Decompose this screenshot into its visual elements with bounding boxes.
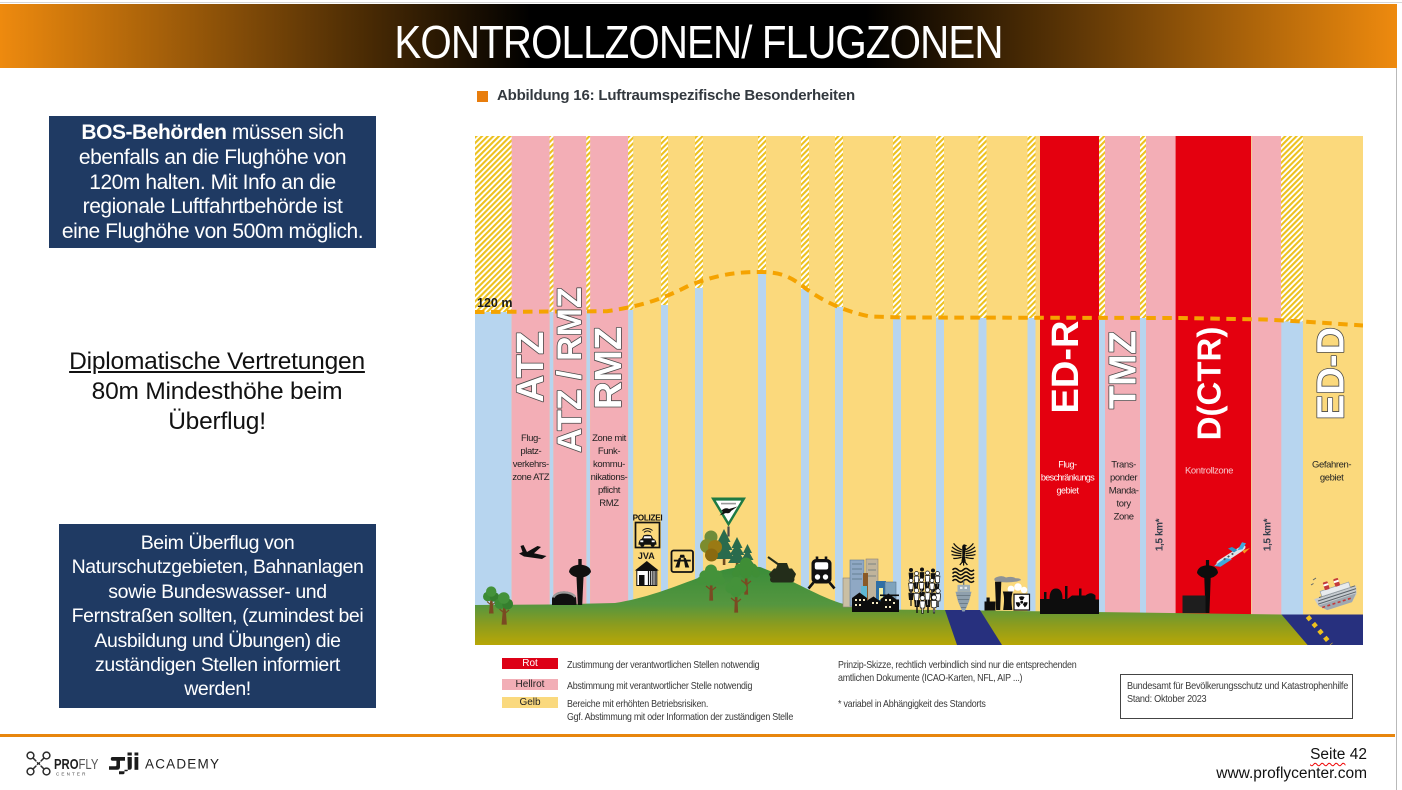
svg-text:Gefahren-: Gefahren-: [1312, 460, 1351, 471]
svg-text:verkehrs-: verkehrs-: [513, 459, 549, 470]
svg-text:ED-D: ED-D: [1311, 327, 1353, 420]
svg-text:D(CTR): D(CTR): [1191, 327, 1228, 441]
svg-text:Zone: Zone: [1114, 512, 1134, 523]
svg-text:ACADEMY: ACADEMY: [145, 757, 220, 772]
svg-text:Flug-: Flug-: [521, 433, 541, 444]
svg-text:platz-: platz-: [520, 446, 541, 457]
svg-text:Kontrollzone: Kontrollzone: [1185, 466, 1233, 477]
svg-text:gebiet: gebiet: [1320, 473, 1344, 484]
svg-text:tory: tory: [1116, 499, 1131, 510]
svg-text:RMZ: RMZ: [588, 327, 630, 409]
svg-text:Trans-: Trans-: [1111, 460, 1136, 471]
svg-text:Zone mit: Zone mit: [592, 433, 627, 444]
svg-text:TMZ: TMZ: [1103, 331, 1145, 409]
svg-text:beschränkungs: beschränkungs: [1041, 473, 1095, 483]
svg-text:POLIZEI: POLIZEI: [633, 514, 663, 523]
svg-text:zone ATZ: zone ATZ: [512, 472, 549, 483]
svg-text:Flug-: Flug-: [1058, 460, 1077, 470]
svg-text:kommu-: kommu-: [593, 459, 625, 470]
svg-text:PROFLY: PROFLY: [54, 756, 99, 773]
svg-text:120 m: 120 m: [477, 296, 512, 310]
svg-text:1,5 km*: 1,5 km*: [1155, 518, 1166, 551]
svg-text:RMZ: RMZ: [599, 498, 619, 509]
svg-text:nikations-: nikations-: [591, 472, 628, 483]
svg-text:ATZ: ATZ: [510, 331, 552, 402]
svg-text:ED-R: ED-R: [1045, 321, 1087, 414]
svg-text:CENTER: CENTER: [56, 772, 88, 777]
svg-text:Funk-: Funk-: [598, 446, 621, 457]
svg-text:Manda-: Manda-: [1109, 486, 1139, 497]
svg-text:gebiet: gebiet: [1056, 486, 1079, 496]
svg-text:pflicht: pflicht: [598, 485, 621, 496]
svg-text:ATZ / RMZ: ATZ / RMZ: [551, 287, 589, 453]
svg-text:1,5 km*: 1,5 km*: [1262, 518, 1273, 551]
svg-text:ponder: ponder: [1110, 473, 1137, 484]
svg-text:JVA: JVA: [638, 551, 655, 561]
